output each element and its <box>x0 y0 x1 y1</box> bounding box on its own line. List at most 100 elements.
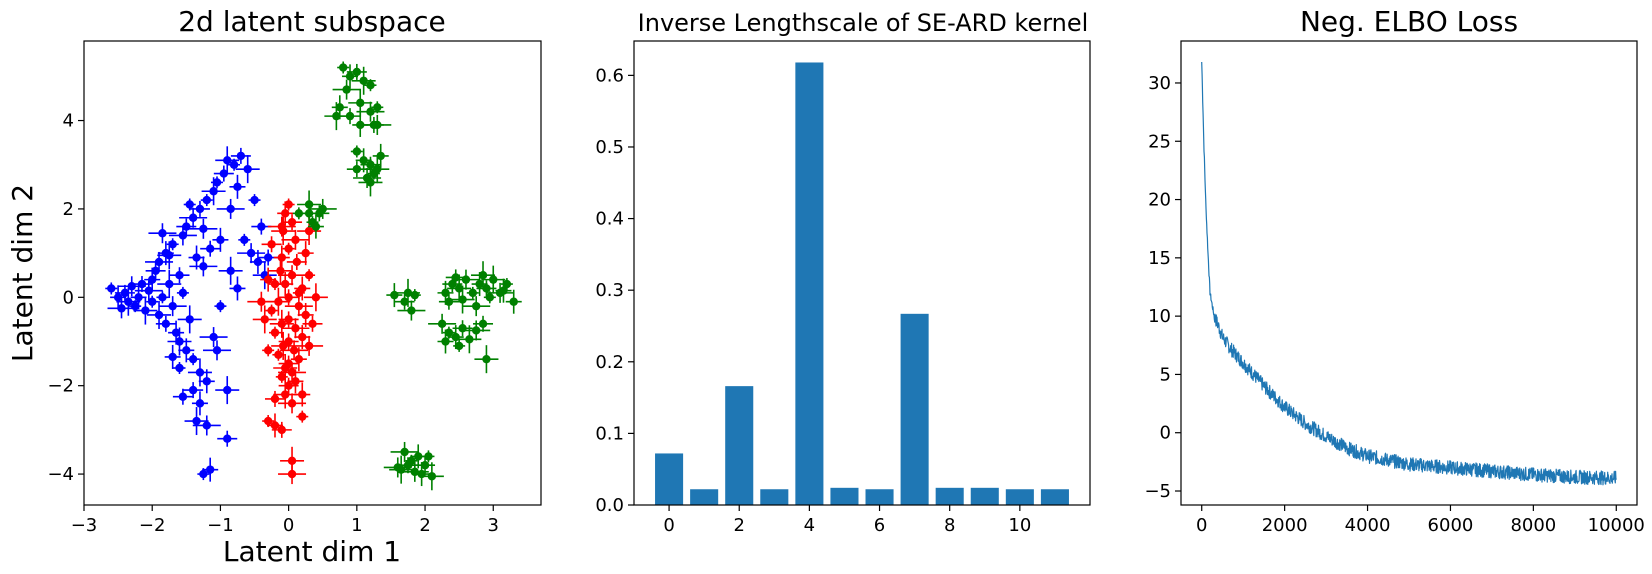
scatter-point <box>148 297 157 306</box>
scatter-point <box>509 297 518 306</box>
scatter-point <box>168 301 177 311</box>
y-tick-label: 0.0 <box>595 495 624 516</box>
scatter-point <box>270 394 280 404</box>
scatter-point <box>192 253 201 262</box>
bar <box>935 487 964 505</box>
y-tick-label: 15 <box>1148 248 1171 269</box>
scatter-point <box>253 257 263 267</box>
scatter-point <box>400 447 409 457</box>
scatter-point <box>151 266 160 275</box>
bar <box>970 487 999 505</box>
scatter-point <box>148 275 157 284</box>
scatter-point <box>291 377 300 386</box>
x-tick-label: −3 <box>71 515 98 536</box>
scatter-point <box>410 290 420 300</box>
scatter-point <box>263 416 273 426</box>
plot-frame <box>1180 40 1638 506</box>
scatter-point <box>338 63 348 72</box>
x-tick-label: 2 <box>419 515 430 536</box>
scatter-point <box>475 279 484 289</box>
y-tick-label: 0.4 <box>595 209 624 230</box>
scatter-point <box>175 337 184 346</box>
scatter-point <box>289 346 299 355</box>
scatter-point <box>178 392 188 401</box>
scatter-point <box>270 279 280 289</box>
scatter-point <box>359 76 368 85</box>
scatter-point <box>400 297 409 306</box>
axis-ticks: 0 2000 4000 6000 8000 10000 −5 0 5 10 15 20 25 30 <box>1144 73 1644 536</box>
scatter-point <box>451 273 460 282</box>
scatter-point <box>178 231 188 240</box>
scatter-point <box>366 178 375 187</box>
scatter-point <box>352 147 362 156</box>
scatter-point <box>267 240 276 249</box>
scatter-point <box>158 229 167 238</box>
x-tick-label: 10 <box>1008 515 1031 536</box>
scatter-point <box>441 288 450 298</box>
scatter-point <box>165 279 174 289</box>
scatter-point <box>246 248 256 258</box>
bar <box>1005 489 1034 505</box>
scatter-point <box>185 200 194 209</box>
bar <box>865 489 894 505</box>
scatter-point <box>202 195 211 205</box>
scatter-point <box>113 293 123 302</box>
x-tick-label: 10000 <box>1588 515 1645 536</box>
scatter-point <box>277 425 287 435</box>
scatter-point <box>294 354 304 364</box>
scatter-point <box>178 288 188 298</box>
y-tick-label: 5 <box>1160 364 1171 385</box>
y-tick-label: 0.2 <box>595 352 624 373</box>
scatter-point <box>468 288 477 298</box>
scatter-point <box>465 335 474 344</box>
scatter-point <box>284 200 293 209</box>
scatter-point <box>281 209 290 218</box>
scatter-point <box>158 293 167 302</box>
scatter-point <box>257 297 266 306</box>
bar <box>1040 489 1069 505</box>
scatter-point <box>427 472 437 481</box>
latent-scatter-panel: 2d latent subspace Latent dim 1 Latent d… <box>6 5 542 568</box>
scatter-point <box>414 452 423 461</box>
y-tick-label: 0.3 <box>595 280 624 301</box>
axis-ticks: 0 2 4 6 8 10 0.0 0.1 0.2 0.3 0.4 0.5 0.6 <box>595 65 1031 536</box>
scatter-point <box>141 306 150 315</box>
scatter-point <box>263 275 273 284</box>
scatter-point <box>219 169 229 178</box>
x-tick-label: 0 <box>663 515 674 536</box>
scatter-point <box>277 253 287 262</box>
scatter-point <box>175 363 184 373</box>
y-tick-label: 0.5 <box>595 137 624 158</box>
scatter-point <box>444 328 454 337</box>
x-tick-label: 0 <box>283 515 294 536</box>
scatter-point <box>335 103 344 112</box>
x-tick-label: 8 <box>944 515 955 536</box>
scatter-point <box>199 469 208 479</box>
scatter-point <box>226 204 235 214</box>
scatter-point <box>202 421 211 430</box>
scatter-point <box>342 85 351 94</box>
x-tick-label: −1 <box>207 515 234 536</box>
chart-title: 2d latent subspace <box>178 5 446 38</box>
scatter-point <box>154 257 164 267</box>
y-tick-label: 2 <box>63 199 74 220</box>
scatter-point <box>502 279 512 289</box>
scatter-point <box>359 156 368 165</box>
scatter-point <box>223 385 232 395</box>
x-tick-label: 3 <box>488 515 499 536</box>
scatter-point <box>154 310 164 320</box>
scatter-point <box>243 164 252 174</box>
scatter-point <box>257 222 266 231</box>
scatter-point <box>287 456 297 466</box>
scatter-point <box>407 306 416 315</box>
scatter-point <box>263 346 273 355</box>
line-marks <box>1201 61 1617 486</box>
scatter-point <box>216 235 225 245</box>
scatter-point <box>478 271 488 280</box>
scatter-point <box>478 319 488 329</box>
scatter-point <box>482 354 491 364</box>
scatter-point <box>192 416 201 426</box>
scatter-point <box>345 111 355 121</box>
scatter-point <box>287 399 297 408</box>
